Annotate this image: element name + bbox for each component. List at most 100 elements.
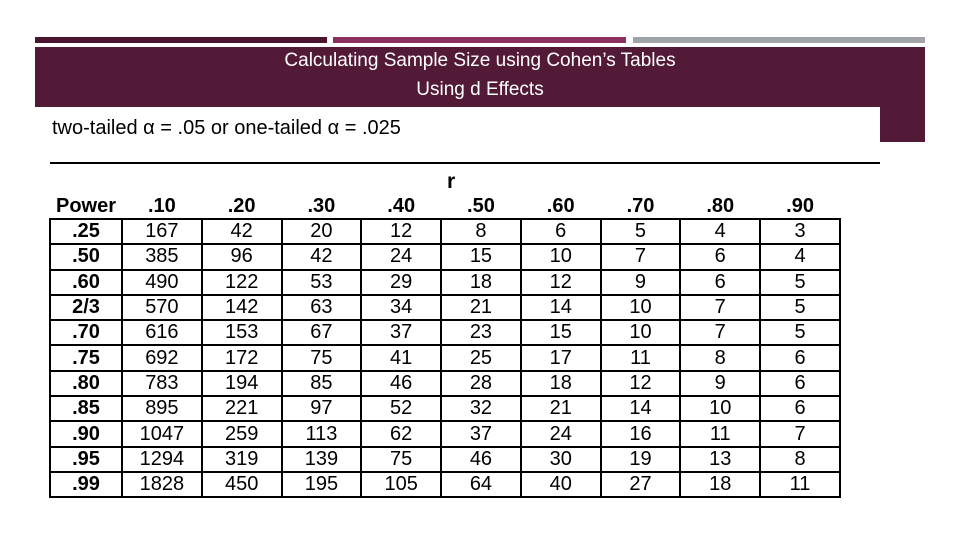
sample-size-cell: 139 bbox=[280, 445, 363, 473]
sample-size-cell: 67 bbox=[280, 319, 363, 347]
sample-size-cell: 15 bbox=[519, 319, 602, 347]
slide-title-line2: Using d Effects bbox=[416, 79, 544, 100]
sample-size-cell: 27 bbox=[599, 470, 682, 499]
table-row: .95 1294 319 139 75 46 30 19 13 8 bbox=[49, 445, 841, 473]
table-header-row: Power .10 .20 .30 .40 .50 .60 .70 .80 .9… bbox=[50, 195, 840, 219]
table-row: 2/3 570 142 63 34 21 14 10 7 5 bbox=[49, 293, 841, 322]
sample-size-cell: 14 bbox=[519, 293, 602, 322]
sample-size-cell: 19 bbox=[599, 445, 682, 473]
horizontal-rule bbox=[50, 162, 880, 164]
power-cell: .50 bbox=[49, 243, 123, 271]
sample-size-table: Power .10 .20 .30 .40 .50 .60 .70 .80 .9… bbox=[49, 195, 841, 499]
column-header: .30 bbox=[307, 195, 336, 217]
sample-size-cell: 62 bbox=[360, 420, 443, 448]
table-row: .90 1047 259 113 62 37 24 16 11 7 bbox=[49, 420, 841, 448]
sample-size-cell: 221 bbox=[200, 395, 283, 423]
sample-size-cell: 783 bbox=[121, 369, 203, 398]
power-cell: .85 bbox=[49, 395, 123, 423]
table-row: .75 692 172 75 41 25 17 11 8 6 bbox=[49, 344, 841, 372]
sample-size-cell: 8 bbox=[679, 344, 762, 372]
accent-bar-gray bbox=[633, 37, 925, 43]
sample-size-cell: 24 bbox=[360, 243, 443, 271]
sample-size-cell: 105 bbox=[360, 470, 443, 499]
sample-size-cell: 153 bbox=[200, 319, 283, 347]
sample-size-cell: 8 bbox=[759, 445, 841, 473]
sample-size-cell: 616 bbox=[121, 319, 203, 347]
sample-size-cell: 319 bbox=[200, 445, 283, 473]
power-cell: 2/3 bbox=[49, 293, 123, 322]
sample-size-cell: 75 bbox=[280, 344, 363, 372]
sample-size-cell: 5 bbox=[759, 268, 841, 296]
sample-size-cell: 41 bbox=[360, 344, 443, 372]
sample-size-cell: 13 bbox=[679, 445, 762, 473]
sample-size-cell: 194 bbox=[200, 369, 283, 398]
sample-size-cell: 692 bbox=[121, 344, 203, 372]
sample-size-cell: 63 bbox=[280, 293, 363, 322]
sample-size-cell: 96 bbox=[200, 243, 283, 271]
column-header: .70 bbox=[626, 195, 655, 217]
sample-size-cell: 10 bbox=[679, 395, 762, 423]
sample-size-cell: 1047 bbox=[121, 420, 203, 448]
column-header: .80 bbox=[706, 195, 735, 217]
sample-size-cell: 42 bbox=[280, 243, 363, 271]
power-cell: .25 bbox=[49, 217, 123, 246]
sample-size-cell: 3 bbox=[759, 217, 841, 246]
column-header: .60 bbox=[546, 195, 575, 217]
alpha-note: two-tailed α = .05 or one-tailed α = .02… bbox=[52, 117, 401, 139]
sample-size-cell: 12 bbox=[519, 268, 602, 296]
column-header: .40 bbox=[387, 195, 416, 217]
power-cell: .75 bbox=[49, 344, 123, 372]
sample-size-cell: 1828 bbox=[121, 470, 203, 499]
column-header: .90 bbox=[786, 195, 814, 217]
sample-size-cell: 40 bbox=[519, 470, 602, 499]
sample-size-cell: 52 bbox=[360, 395, 443, 423]
sample-size-cell: 46 bbox=[440, 445, 522, 473]
sample-size-cell: 18 bbox=[440, 268, 522, 296]
sample-size-cell: 11 bbox=[679, 420, 762, 448]
sample-size-cell: 29 bbox=[360, 268, 443, 296]
sample-size-cell: 28 bbox=[440, 369, 522, 398]
power-cell: .80 bbox=[49, 369, 123, 398]
sample-size-cell: 21 bbox=[440, 293, 522, 322]
header-band bbox=[35, 47, 925, 107]
sample-size-cell: 18 bbox=[679, 470, 762, 499]
power-cell: .99 bbox=[49, 470, 123, 499]
sample-size-cell: 490 bbox=[121, 268, 203, 296]
sample-size-cell: 172 bbox=[200, 344, 283, 372]
accent-bar-dark bbox=[35, 37, 327, 43]
power-cell: .60 bbox=[49, 268, 123, 296]
sample-size-cell: 167 bbox=[121, 217, 203, 246]
sample-size-cell: 16 bbox=[599, 420, 682, 448]
sample-size-cell: 195 bbox=[280, 470, 363, 499]
sample-size-cell: 5 bbox=[599, 217, 682, 246]
sample-size-cell: 113 bbox=[280, 420, 363, 448]
sample-size-cell: 37 bbox=[360, 319, 443, 347]
table-row: .85 895 221 97 52 32 21 14 10 6 bbox=[49, 395, 841, 423]
sample-size-cell: 20 bbox=[280, 217, 363, 246]
sample-size-cell: 6 bbox=[519, 217, 602, 246]
sample-size-cell: 6 bbox=[759, 395, 841, 423]
sample-size-cell: 10 bbox=[519, 243, 602, 271]
sample-size-cell: 53 bbox=[280, 268, 363, 296]
sample-size-cell: 7 bbox=[759, 420, 841, 448]
sample-size-cell: 97 bbox=[280, 395, 363, 423]
table-row: .80 783 194 85 46 28 18 12 9 6 bbox=[49, 369, 841, 398]
table-row: .50 385 96 42 24 15 10 7 6 4 bbox=[49, 243, 841, 271]
sample-size-cell: 8 bbox=[440, 217, 522, 246]
slide-title-line1: Calculating Sample Size using Cohen’s Ta… bbox=[284, 50, 676, 71]
table-row: .70 616 153 67 37 23 15 10 7 5 bbox=[49, 319, 841, 347]
power-cell: .95 bbox=[49, 445, 123, 473]
sample-size-cell: 1294 bbox=[121, 445, 203, 473]
table-body: .25 167 42 20 12 8 6 5 4 3.50 385 96 42 24 15 10 7 6 4.60 4… bbox=[49, 217, 841, 499]
table-row: .99 1828 450 195 105 64 40 27 18 11 bbox=[49, 470, 841, 499]
sample-size-cell: 6 bbox=[679, 243, 762, 271]
sample-size-cell: 895 bbox=[121, 395, 203, 423]
sample-size-cell: 12 bbox=[360, 217, 443, 246]
sample-size-cell: 10 bbox=[599, 319, 682, 347]
sample-size-cell: 7 bbox=[599, 243, 682, 271]
sample-size-cell: 17 bbox=[519, 344, 602, 372]
sample-size-cell: 9 bbox=[599, 268, 682, 296]
sample-size-cell: 42 bbox=[200, 217, 283, 246]
sample-size-cell: 15 bbox=[440, 243, 522, 271]
sample-size-cell: 450 bbox=[200, 470, 283, 499]
